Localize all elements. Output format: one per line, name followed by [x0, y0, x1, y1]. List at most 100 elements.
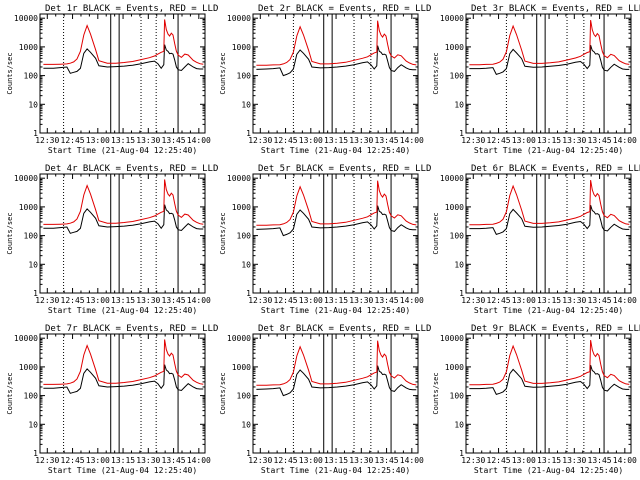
x-tick-label: 13:30: [562, 456, 586, 465]
x-tick-label: 12:30: [461, 456, 485, 465]
chart-panel-3: Det 3r BLACK = Events, RED = LLD Counts/s…: [432, 4, 640, 155]
x-tick-label: 13:15: [537, 456, 561, 465]
x-tick-label: 12:30: [35, 296, 59, 305]
y-tick-label: 100: [24, 232, 39, 241]
x-tick-label: 13:45: [162, 456, 186, 465]
plot-frame: [465, 333, 632, 454]
y-tick-label: 10000: [440, 14, 464, 23]
plot-frame: [252, 173, 419, 294]
x-axis-label: Start Time (21-Aug-04 12:25:40): [48, 146, 197, 155]
plot-frame: [39, 13, 206, 134]
y-tick-label: 1000: [232, 203, 251, 212]
series-line-events: [256, 205, 417, 237]
y-tick-label: 1000: [232, 363, 251, 372]
x-axis-label: Start Time (21-Aug-04 12:25:40): [261, 466, 410, 475]
y-axis-label: Counts/sec: [432, 372, 440, 414]
y-tick-label: 10: [454, 260, 464, 269]
y-tick-label: 10: [241, 420, 251, 429]
series-line-events: [469, 205, 630, 236]
x-axis-label: Start Time (21-Aug-04 12:25:40): [474, 306, 623, 315]
y-tick-label: 1000: [19, 203, 38, 212]
series-line-events: [43, 44, 204, 74]
chart-title: Det 9r BLACK = Events, RED = LLD: [471, 324, 640, 334]
plot-frame: [465, 173, 632, 294]
y-tick-label: 1: [459, 289, 464, 298]
x-tick-label: 12:45: [274, 296, 298, 305]
y-tick-label: 1000: [19, 43, 38, 52]
y-axis-label: Counts/sec: [6, 212, 14, 254]
y-tick-label: 10: [28, 260, 38, 269]
chart-panel-5: Det 5r BLACK = Events, RED = LLD Counts/s…: [219, 164, 431, 315]
x-tick-label: 13:15: [111, 456, 135, 465]
y-tick-label: 1000: [232, 43, 251, 52]
chart-title: Det 8r BLACK = Events, RED = LLD: [258, 324, 431, 334]
x-tick-label: 13:00: [299, 136, 323, 145]
chart-title: Det 7r BLACK = Events, RED = LLD: [45, 324, 218, 334]
x-tick-label: 14:00: [400, 456, 424, 465]
x-tick-label: 13:45: [162, 136, 186, 145]
y-axis-label: Counts/sec: [6, 52, 14, 94]
y-tick-label: 1: [459, 449, 464, 458]
series-line-events: [469, 365, 630, 396]
chart-panel-7: Det 7r BLACK = Events, RED = LLD Counts/s…: [6, 324, 218, 475]
y-axis-label: Counts/sec: [432, 212, 440, 254]
x-tick-label: 12:45: [274, 136, 298, 145]
x-tick-label: 13:00: [86, 296, 110, 305]
x-axis-label: Start Time (21-Aug-04 12:25:40): [48, 466, 197, 475]
y-tick-label: 1000: [445, 363, 464, 372]
series-line-lld: [256, 340, 417, 386]
y-tick-label: 100: [237, 72, 252, 81]
series-line-lld: [43, 179, 204, 225]
series-line-events: [256, 45, 417, 77]
chart-title: Det 5r BLACK = Events, RED = LLD: [258, 164, 431, 174]
y-tick-label: 100: [237, 392, 252, 401]
x-tick-label: 12:30: [461, 136, 485, 145]
series-line-lld: [43, 19, 204, 65]
chart-title: Det 6r BLACK = Events, RED = LLD: [471, 164, 640, 174]
y-tick-label: 100: [24, 72, 39, 81]
x-tick-label: 12:45: [487, 296, 511, 305]
y-tick-label: 100: [24, 392, 39, 401]
y-tick-label: 1: [33, 449, 38, 458]
x-tick-label: 14:00: [187, 296, 211, 305]
x-tick-label: 13:15: [324, 456, 348, 465]
x-tick-label: 13:30: [562, 296, 586, 305]
series-line-lld: [469, 340, 630, 386]
x-tick-label: 13:45: [588, 136, 612, 145]
x-tick-label: 13:00: [86, 136, 110, 145]
y-tick-label: 1: [33, 289, 38, 298]
y-tick-label: 1000: [445, 43, 464, 52]
x-tick-label: 14:00: [613, 296, 637, 305]
y-tick-label: 100: [450, 72, 465, 81]
x-tick-label: 14:00: [400, 136, 424, 145]
series-line-events: [469, 45, 630, 76]
plot-frame: [39, 173, 206, 294]
series-line-lld: [43, 339, 204, 385]
y-tick-label: 10: [454, 420, 464, 429]
x-tick-label: 14:00: [613, 136, 637, 145]
y-axis-label: Counts/sec: [219, 372, 227, 414]
x-tick-label: 13:00: [299, 456, 323, 465]
series-line-lld: [469, 20, 630, 66]
y-tick-label: 10: [28, 420, 38, 429]
x-tick-label: 13:15: [111, 296, 135, 305]
plot-frame: [252, 333, 419, 454]
y-tick-label: 10000: [14, 174, 38, 183]
y-tick-label: 10: [28, 100, 38, 109]
y-axis-label: Counts/sec: [219, 52, 227, 94]
chart-title: Det 4r BLACK = Events, RED = LLD: [45, 164, 218, 174]
y-axis-label: Counts/sec: [432, 52, 440, 94]
x-tick-label: 12:45: [274, 456, 298, 465]
y-tick-label: 10: [241, 260, 251, 269]
chart-panel-4: Det 4r BLACK = Events, RED = LLD Counts/s…: [6, 164, 218, 315]
chart-panel-9: Det 9r BLACK = Events, RED = LLD Counts/s…: [432, 324, 640, 475]
x-tick-label: 13:00: [86, 456, 110, 465]
x-tick-label: 13:00: [512, 456, 536, 465]
x-tick-label: 12:45: [61, 136, 85, 145]
x-axis-label: Start Time (21-Aug-04 12:25:40): [48, 306, 197, 315]
x-tick-label: 12:30: [35, 456, 59, 465]
x-tick-label: 12:30: [248, 456, 272, 465]
series-line-events: [43, 204, 204, 234]
